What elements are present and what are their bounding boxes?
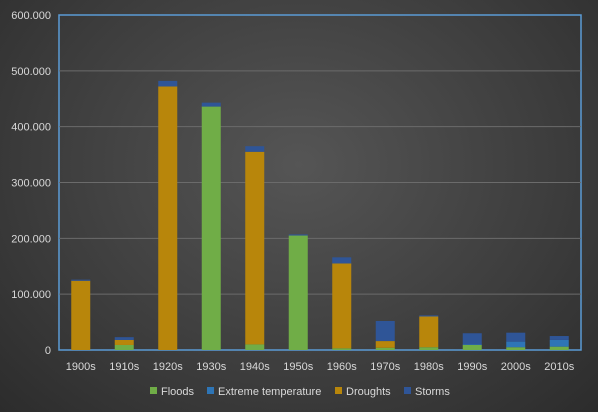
legend: Floods Extreme temperature Droughts Storms (150, 386, 450, 398)
y-tick-label: 500.000 (11, 66, 51, 78)
y-tick-label: 0 (45, 345, 51, 357)
bar-segment-0-5 (288, 235, 308, 350)
legend-label: Floods (161, 386, 195, 398)
bar-segment-2-4 (245, 151, 265, 345)
bar-segment-3-3 (201, 102, 221, 107)
x-tick-label: 1970s (370, 361, 400, 373)
bar-segment-3-11 (549, 336, 569, 340)
y-tick-label: 200.000 (11, 233, 51, 245)
bar-segment-3-5 (288, 234, 308, 236)
bar-segment-0-1 (114, 344, 134, 350)
bar-segment-3-10 (506, 332, 526, 342)
y-tick-label: 100.000 (11, 289, 51, 301)
bar-segment-0-3 (201, 106, 221, 350)
bar-segment-3-8 (419, 315, 439, 317)
legend-swatch (207, 387, 214, 394)
y-tick-label: 400.000 (11, 122, 51, 134)
x-tick-label: 1980s (414, 361, 444, 373)
bar-segment-1-10 (506, 341, 526, 348)
bar-segment-3-2 (158, 80, 178, 87)
legend-label: Storms (415, 386, 450, 398)
bar-segment-2-2 (158, 86, 178, 350)
legend-swatch (404, 387, 411, 394)
bar-segment-1-9 (462, 344, 482, 346)
y-tick-label: 600.000 (11, 10, 51, 22)
x-tick-label: 1930s (196, 361, 226, 373)
bar-segment-0-4 (245, 344, 265, 350)
bar-segment-0-8 (419, 347, 439, 350)
x-tick-label: 1960s (327, 361, 357, 373)
bars (71, 80, 569, 350)
bar-segment-2-7 (375, 341, 395, 348)
x-tick-label: 1910s (109, 361, 139, 373)
x-tick-label: 1900s (66, 361, 96, 373)
bar-segment-3-6 (332, 257, 352, 264)
x-axis: 1900s 1910s 1920s 1930s 1940s 1950s 1960s 1970s… (66, 361, 575, 373)
x-tick-label: 1940s (240, 361, 270, 373)
y-axis: 0 100.000 200.000 300.000 400.000 500.000 600.… (11, 10, 51, 357)
bar-segment-2-8 (419, 316, 439, 348)
x-tick-label: 1950s (283, 361, 313, 373)
x-tick-label: 1990s (457, 361, 487, 373)
bar-segment-3-9 (462, 333, 482, 345)
bar-segment-1-11 (549, 339, 569, 347)
x-tick-label: 1920s (153, 361, 183, 373)
bar-segment-3-4 (245, 146, 265, 152)
bar-segment-3-1 (114, 337, 134, 340)
bar-segment-2-0 (71, 280, 91, 350)
bar-segment-2-1 (114, 339, 134, 345)
bar-segment-3-7 (375, 320, 395, 342)
bar-segment-0-6 (332, 348, 352, 350)
x-tick-label: 2000s (501, 361, 531, 373)
legend-swatch (150, 387, 157, 394)
x-tick-label: 2010s (544, 361, 574, 373)
gridlines (59, 70, 581, 295)
bar-segment-3-0 (71, 279, 91, 281)
legend-label: Extreme temperature (218, 386, 321, 398)
bar-segment-0-9 (462, 344, 482, 350)
bar-segment-2-6 (332, 263, 352, 349)
legend-swatch (335, 387, 342, 394)
bar-segment-0-11 (549, 346, 569, 350)
bar-segment-0-7 (375, 347, 395, 350)
legend-label: Droughts (346, 386, 391, 398)
bar-segment-0-10 (506, 347, 526, 350)
y-tick-label: 300.000 (11, 178, 51, 190)
